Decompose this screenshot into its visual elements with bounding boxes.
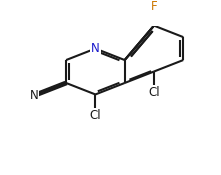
- Text: Cl: Cl: [148, 86, 160, 99]
- Text: N: N: [29, 89, 38, 102]
- Text: F: F: [151, 0, 157, 13]
- Text: Cl: Cl: [90, 109, 101, 122]
- Text: N: N: [91, 42, 100, 55]
